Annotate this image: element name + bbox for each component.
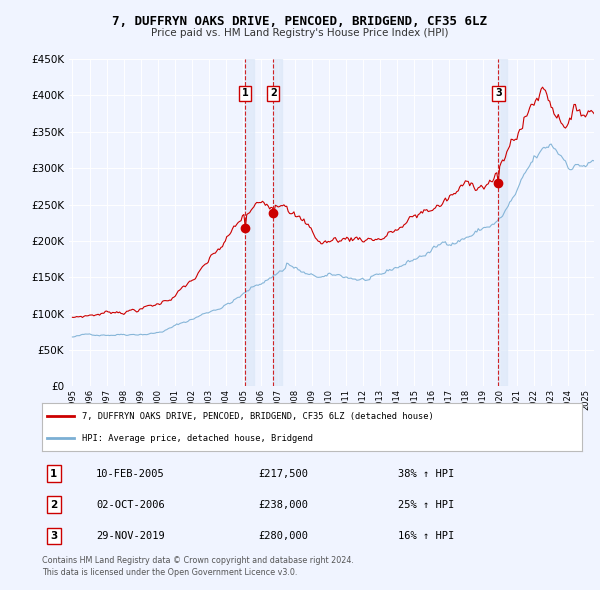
Text: 7, DUFFRYN OAKS DRIVE, PENCOED, BRIDGEND, CF35 6LZ: 7, DUFFRYN OAKS DRIVE, PENCOED, BRIDGEND… xyxy=(113,15,487,28)
Text: HPI: Average price, detached house, Bridgend: HPI: Average price, detached house, Brid… xyxy=(83,434,314,442)
Text: 3: 3 xyxy=(495,88,502,99)
Text: £238,000: £238,000 xyxy=(258,500,308,510)
Text: 2: 2 xyxy=(50,500,58,510)
Text: 1: 1 xyxy=(242,88,248,99)
Text: 3: 3 xyxy=(50,531,58,541)
Bar xyxy=(245,59,254,386)
Text: 02-OCT-2006: 02-OCT-2006 xyxy=(96,500,165,510)
Bar xyxy=(499,59,507,386)
Text: 7, DUFFRYN OAKS DRIVE, PENCOED, BRIDGEND, CF35 6LZ (detached house): 7, DUFFRYN OAKS DRIVE, PENCOED, BRIDGEND… xyxy=(83,412,434,421)
Text: 29-NOV-2019: 29-NOV-2019 xyxy=(96,531,165,541)
Text: 2: 2 xyxy=(270,88,277,99)
Text: 16% ↑ HPI: 16% ↑ HPI xyxy=(398,531,455,541)
Text: 10-FEB-2005: 10-FEB-2005 xyxy=(96,468,165,478)
Text: 38% ↑ HPI: 38% ↑ HPI xyxy=(398,468,455,478)
Text: £280,000: £280,000 xyxy=(258,531,308,541)
Text: This data is licensed under the Open Government Licence v3.0.: This data is licensed under the Open Gov… xyxy=(42,568,298,576)
Text: 1: 1 xyxy=(50,468,58,478)
Text: £217,500: £217,500 xyxy=(258,468,308,478)
Text: Price paid vs. HM Land Registry's House Price Index (HPI): Price paid vs. HM Land Registry's House … xyxy=(151,28,449,38)
Text: Contains HM Land Registry data © Crown copyright and database right 2024.: Contains HM Land Registry data © Crown c… xyxy=(42,556,354,565)
Bar xyxy=(274,59,282,386)
Text: 25% ↑ HPI: 25% ↑ HPI xyxy=(398,500,455,510)
